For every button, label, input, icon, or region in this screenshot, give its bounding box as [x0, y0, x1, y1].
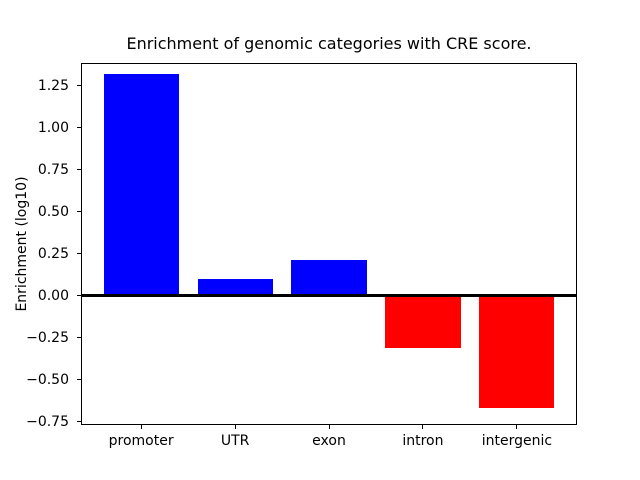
- y-axis-tick: [77, 127, 81, 129]
- y-tick-label: 1.00: [37, 119, 69, 136]
- bar-exon: [291, 260, 367, 296]
- y-axis-tick: [77, 211, 81, 213]
- y-tick-label: 0.75: [37, 161, 69, 178]
- y-axis-tick: [77, 421, 81, 423]
- x-tick-label-promoter: promoter: [108, 433, 174, 449]
- y-axis-tick: [77, 337, 81, 339]
- bar-UTR: [197, 278, 273, 296]
- y-axis-tick: [77, 85, 81, 87]
- y-tick-label: 0.50: [37, 203, 69, 220]
- zero-line: [81, 294, 577, 298]
- x-tick-label-intron: intron: [402, 433, 444, 449]
- y-tick-label: 0.00: [37, 287, 69, 304]
- x-tick-label-UTR: UTR: [220, 433, 250, 449]
- x-axis-tick: [516, 425, 518, 429]
- x-axis-tick: [234, 425, 236, 429]
- x-tick-label-intergenic: intergenic: [481, 433, 553, 449]
- x-tick-label-exon: exon: [312, 433, 346, 449]
- x-axis-tick: [328, 425, 330, 429]
- y-tick-label: −0.25: [26, 329, 69, 346]
- bar-intergenic: [479, 295, 555, 409]
- y-axis-tick: [77, 295, 81, 297]
- bar-promoter: [103, 73, 179, 296]
- x-axis-tick: [422, 425, 424, 429]
- y-tick-label: −0.75: [26, 413, 69, 430]
- chart-title: Enrichment of genomic categories with CR…: [126, 34, 532, 53]
- plot-area-frame: [81, 63, 577, 425]
- y-tick-label: 0.25: [37, 245, 69, 262]
- bar-intron: [385, 295, 461, 348]
- y-axis-tick: [77, 253, 81, 255]
- y-axis-tick: [77, 169, 81, 171]
- y-axis-tick: [77, 379, 81, 381]
- y-tick-label: −0.50: [26, 371, 69, 388]
- y-tick-label: 1.25: [37, 77, 69, 94]
- x-axis-tick: [140, 425, 142, 429]
